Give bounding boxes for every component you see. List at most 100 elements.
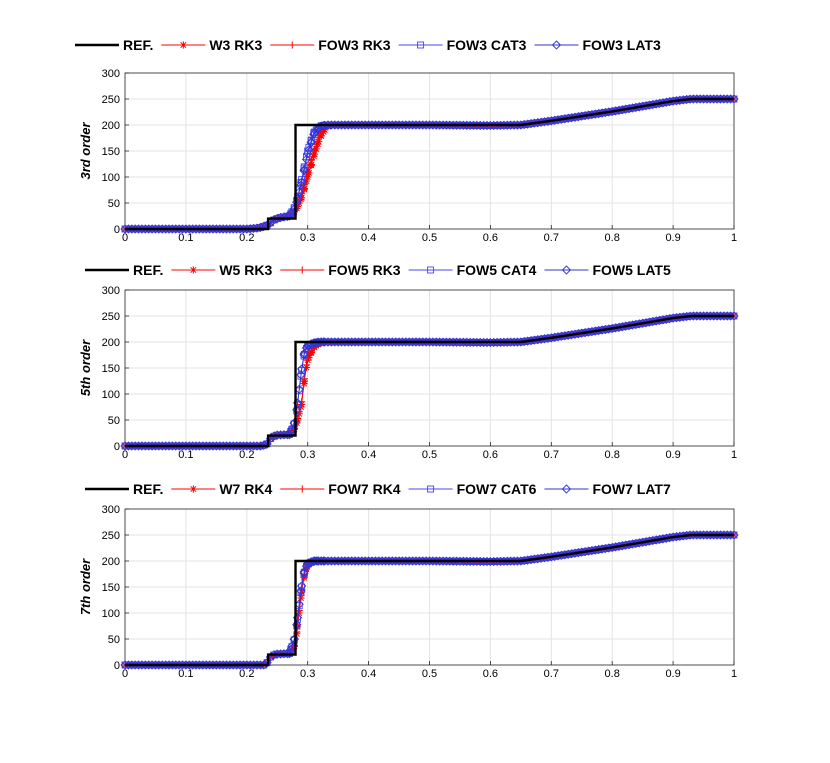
data-point [191,660,201,670]
y-tick-label: 200 [102,556,120,568]
data-point [401,337,411,347]
y-tick-label: 150 [102,146,120,158]
data-point [380,120,391,130]
data-point [319,337,330,347]
data-point [391,120,401,130]
legend-marker [189,485,197,493]
x-tick-label: 0.7 [544,668,559,680]
data-point [174,441,184,451]
x-tick-label: 0.5 [422,668,437,680]
data-point [204,224,215,234]
data-point [242,224,252,234]
data-point [435,120,445,130]
data-point [248,660,259,670]
legend-item: W7 RK4 [171,481,272,497]
data-point [336,337,347,347]
x-tick-label: 0.6 [483,668,498,680]
data-point [154,660,164,670]
data-point [157,660,167,670]
y-tick-label: 0 [114,441,120,453]
data-point [302,361,311,369]
x-tick-label: 1 [731,232,737,244]
data-point [347,120,357,130]
data-point [431,120,441,130]
data-point [326,556,337,566]
legend-label: FOW3 LAT3 [582,37,661,53]
data-point [374,556,384,566]
y-axis-label: 3rd order [78,122,93,180]
data-point [154,224,164,234]
data-point [340,120,350,130]
data-point [284,429,295,440]
data-point [299,166,309,176]
legend-marker [551,40,562,50]
data-point [238,441,249,451]
data-point [438,556,448,566]
data-point [181,441,191,451]
data-point [698,530,709,540]
data-point [147,441,157,451]
data-point [315,138,323,146]
data-point [296,364,307,374]
data-point [336,120,347,130]
data-point [414,337,424,347]
data-point [208,441,218,451]
data-point [509,337,519,347]
data-point [225,660,235,670]
data-point [692,94,702,104]
data-point [363,556,374,566]
data-point [245,441,255,451]
x-tick-label: 1 [731,449,737,461]
data-point [259,221,269,231]
data-point [401,120,411,130]
data-point [729,94,739,104]
legend: REF. W5 RK3 FOW5 RK3 FOW5 CAT4 FOW5 LAT5 [85,262,671,278]
data-point [370,556,381,566]
legend-item: FOW5 LAT5 [544,262,671,278]
data-point [208,224,218,234]
data-point [688,311,699,321]
data-point [357,337,367,347]
y-tick-label: 300 [102,504,120,516]
x-tick-label: 0.5 [422,232,437,244]
data-point [137,224,147,234]
data-point [282,430,293,440]
legend-item: REF. [85,262,163,278]
data-point [255,222,265,233]
data-point [252,441,262,451]
data-point [198,660,208,670]
data-point [160,224,171,234]
data-point [301,154,312,164]
data-point [438,337,448,347]
data-point [424,337,435,347]
y-tick-label: 50 [108,198,120,210]
data-point [712,530,722,540]
y-tick-label: 100 [102,608,120,620]
data-point [289,204,299,214]
x-tick-label: 1 [731,668,737,680]
data-point [353,556,364,566]
data-point [298,194,306,202]
data-point [729,311,739,321]
x-tick-label: 0.1 [178,449,193,461]
legend-marker [427,485,435,493]
x-tick-label: 0 [122,449,128,461]
data-point [725,311,736,321]
data-point [323,120,333,130]
data-point [702,530,712,540]
data-point [150,441,161,451]
data-point [512,337,523,347]
data-point [333,120,343,130]
y-tick-label: 250 [102,530,120,542]
data-point [302,177,311,185]
data-point [509,556,519,566]
data-point [350,556,360,566]
data-point [387,556,397,566]
data-point [137,441,147,451]
legend-label: FOW5 LAT5 [592,262,671,278]
data-point [360,120,370,130]
data-point [171,660,181,670]
data-point [304,145,314,155]
data-point [695,311,705,321]
legend: REF. W3 RK3 FOW3 RK3 FOW3 CAT3 FOW3 LAT3 [75,37,661,53]
